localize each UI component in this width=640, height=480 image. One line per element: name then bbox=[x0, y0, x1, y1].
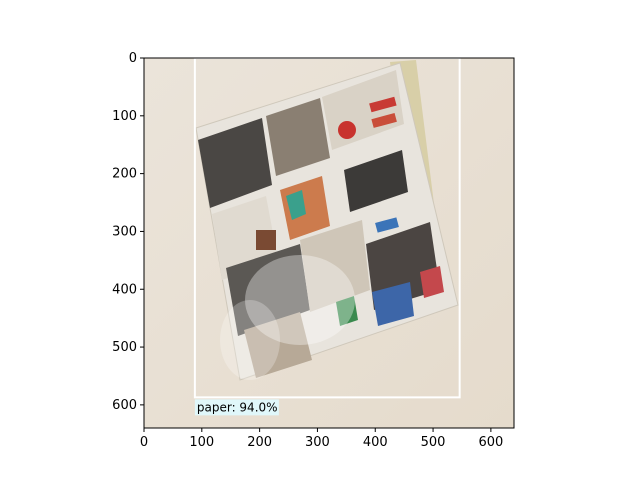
x-axis-ticks: 0 100 200 300 400 500 600 bbox=[140, 428, 503, 450]
y-tick-label: 600 bbox=[112, 398, 137, 413]
y-tick-label: 400 bbox=[112, 282, 137, 297]
flyer-products bbox=[198, 70, 444, 378]
y-tick-label: 0 bbox=[129, 51, 137, 66]
glare bbox=[245, 255, 355, 345]
x-tick-label: 0 bbox=[140, 435, 148, 450]
y-tick-label: 200 bbox=[112, 167, 137, 182]
x-tick-label: 200 bbox=[247, 435, 272, 450]
detection-label-background bbox=[194, 399, 279, 416]
x-tick-label: 100 bbox=[189, 435, 214, 450]
y-tick-label: 100 bbox=[112, 109, 137, 124]
x-tick-label: 600 bbox=[478, 435, 503, 450]
y-tick-label: 300 bbox=[112, 224, 137, 239]
photo bbox=[144, 58, 514, 428]
y-axis-ticks: 0 100 200 300 400 500 600 bbox=[112, 51, 144, 413]
x-tick-label: 300 bbox=[305, 435, 330, 450]
x-tick-label: 500 bbox=[421, 435, 446, 450]
x-tick-label: 400 bbox=[363, 435, 388, 450]
detection-label: paper: 94.0% bbox=[197, 400, 278, 414]
y-tick-label: 500 bbox=[112, 340, 137, 355]
axes-frame bbox=[143, 57, 515, 429]
